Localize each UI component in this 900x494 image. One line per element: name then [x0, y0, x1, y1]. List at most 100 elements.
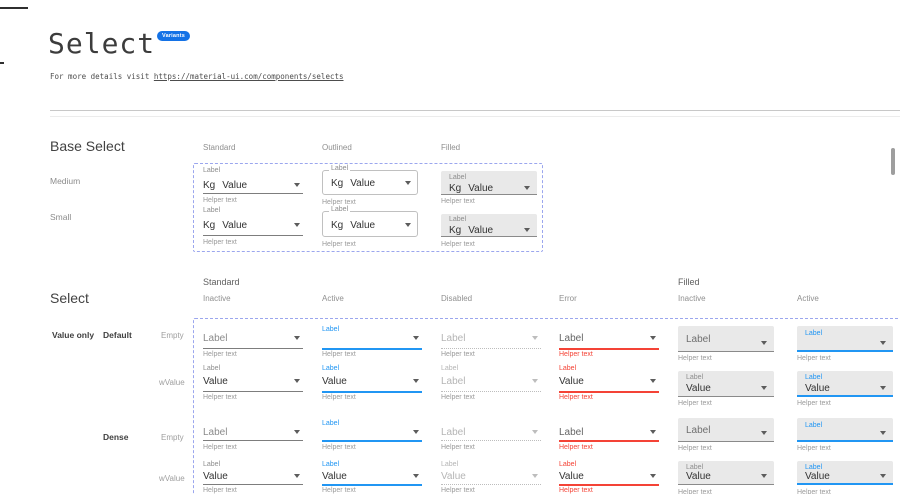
- field-placeholder-label: Label: [559, 427, 584, 438]
- row-label-empty-dense: Empty: [161, 433, 184, 442]
- value-text: Value: [468, 183, 494, 194]
- select-column-header-4-inactive: Inactive: [678, 294, 706, 303]
- field-underline: [322, 348, 422, 350]
- select-filled-active-default-value[interactable]: Label Value Helper text: [797, 371, 893, 410]
- caret-down-icon: [880, 386, 886, 390]
- base-standard-select-medium[interactable]: Label Kg Value Helper text: [203, 166, 303, 207]
- select-filled-active-dense-empty[interactable]: Label Helper text: [797, 418, 893, 455]
- base-outlined-select-small[interactable]: Label Kg Value Helper text: [322, 206, 418, 251]
- helper-text: Helper text: [559, 444, 593, 451]
- field-underline: [559, 348, 659, 350]
- base-standard-select-small[interactable]: Label Kg Value Helper text: [203, 206, 303, 249]
- select-filled-active-default-empty[interactable]: Label Helper text: [797, 326, 893, 365]
- helper-text: Helper text: [678, 400, 712, 407]
- caret-down-icon: [532, 379, 538, 383]
- variants-badge[interactable]: Variants: [157, 31, 191, 41]
- select-filled-inactive-dense-empty[interactable]: Label Helper text: [678, 418, 774, 455]
- field-label: Label: [329, 165, 351, 173]
- row-label-value-only: Value only: [52, 330, 95, 340]
- caret-down-icon: [405, 223, 411, 227]
- select-standard-disabled-dense-value[interactable]: Label Value Helper text: [441, 460, 541, 494]
- select-filled-active-dense-value[interactable]: Label Value Helper text: [797, 461, 893, 494]
- caret-down-icon: [413, 430, 419, 434]
- field-label: Label: [686, 374, 704, 381]
- select-filled-inactive-default-value[interactable]: Label Value Helper text: [678, 371, 774, 410]
- select-standard-active-dense-empty[interactable]: Label Helper text: [322, 419, 422, 454]
- select-standard-active-default-value[interactable]: Label Value Helper text: [322, 364, 422, 404]
- helper-text: Helper text: [797, 400, 831, 407]
- helper-text: Helper text: [441, 394, 475, 401]
- select-standard-inactive-default-empty[interactable]: Label Helper text: [203, 332, 303, 361]
- field-underline: [203, 484, 303, 485]
- field-label: Label: [203, 167, 221, 174]
- field-label: Label: [449, 174, 467, 181]
- select-standard-disabled-default-empty[interactable]: Label Helper text: [441, 332, 541, 361]
- select-standard-disabled-dense-empty[interactable]: Label Helper text: [441, 426, 541, 454]
- select-filled-inactive-default-empty[interactable]: Label Helper text: [678, 326, 774, 365]
- adornment: Kg: [449, 183, 462, 194]
- field-underline: [441, 484, 541, 485]
- field-label: Label: [329, 206, 351, 214]
- field-value: Value: [203, 376, 228, 387]
- field-label: Label: [203, 207, 221, 214]
- field-label: Label: [322, 461, 340, 468]
- field-label: Label: [805, 464, 823, 471]
- select-standard-inactive-dense-value[interactable]: Label Value Helper text: [203, 460, 303, 494]
- select-standard-inactive-default-value[interactable]: Label Value Helper text: [203, 364, 303, 404]
- field-value: Value: [686, 471, 711, 482]
- caret-down-icon: [650, 430, 656, 434]
- field-underline: [322, 440, 422, 442]
- base-outlined-select-medium[interactable]: Label Kg Value Helper text: [322, 165, 418, 209]
- field-value: Value: [805, 471, 830, 482]
- page-title: Select: [48, 27, 156, 60]
- helper-text: Helper text: [441, 351, 475, 358]
- caret-down-icon: [413, 474, 419, 478]
- filled-box: [797, 461, 893, 485]
- caret-down-icon: [650, 474, 656, 478]
- header-divider-shadow: [50, 116, 900, 117]
- base-column-header-filled: Filled: [441, 143, 461, 152]
- helper-text: Helper text: [678, 355, 712, 362]
- outlined-box: [322, 170, 418, 195]
- filled-box: [797, 418, 893, 442]
- helper-text: Helper text: [322, 444, 356, 451]
- select-standard-inactive-dense-empty[interactable]: Label Helper text: [203, 426, 303, 454]
- helper-text: Helper text: [322, 487, 356, 494]
- caret-down-icon: [294, 379, 300, 383]
- field-label: Label: [203, 461, 221, 468]
- select-standard-error-dense-empty[interactable]: Label Helper text: [559, 426, 659, 454]
- caret-down-icon: [294, 336, 300, 340]
- select-filled-inactive-dense-value[interactable]: Label Value Helper text: [678, 461, 774, 494]
- base-filled-select-small[interactable]: Label Kg Value Helper text: [441, 214, 537, 251]
- select-standard-active-dense-value[interactable]: Label Value Helper text: [322, 460, 422, 494]
- helper-text: Helper text: [203, 197, 237, 204]
- field-placeholder-label: Label: [559, 333, 584, 344]
- field-label: Label: [805, 330, 823, 337]
- field-value: Value: [559, 471, 584, 482]
- value-text: Value: [350, 178, 376, 189]
- caret-down-icon: [880, 431, 886, 435]
- scrollbar-thumb[interactable]: [891, 148, 895, 175]
- field-placeholder-label: Label: [686, 334, 711, 345]
- select-standard-error-default-value[interactable]: Label Value Helper text: [559, 364, 659, 404]
- field-label: Label: [441, 365, 459, 372]
- field-value: Kg Value: [449, 225, 493, 236]
- material-ui-link[interactable]: https://material-ui.com/components/selec…: [153, 72, 344, 81]
- caret-down-icon: [524, 228, 530, 232]
- group-header-filled: Filled: [678, 277, 700, 287]
- select-standard-disabled-default-value[interactable]: Label Label Helper text: [441, 364, 541, 404]
- select-standard-error-default-empty[interactable]: Label Helper text: [559, 332, 659, 361]
- select-heading: Select: [50, 290, 89, 306]
- field-underline: [203, 235, 303, 236]
- caret-down-icon: [524, 186, 530, 190]
- field-underline: [678, 396, 774, 397]
- helper-text: Helper text: [203, 351, 237, 358]
- field-label: Label: [322, 326, 340, 333]
- select-standard-error-dense-value[interactable]: Label Value Helper text: [559, 460, 659, 494]
- value-text: Value: [222, 180, 248, 191]
- select-standard-active-default-empty[interactable]: Label Helper text: [322, 325, 422, 361]
- value-text: Value: [350, 220, 376, 231]
- base-filled-select-medium[interactable]: Label Kg Value Helper text: [441, 171, 537, 208]
- field-value: Kg Value: [449, 183, 493, 194]
